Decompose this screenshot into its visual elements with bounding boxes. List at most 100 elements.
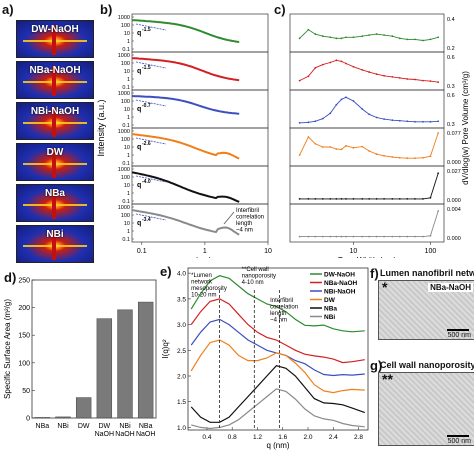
- y-tick-label: 1: [127, 77, 130, 83]
- x-tick-label: 10: [350, 248, 358, 255]
- bar: [96, 318, 113, 419]
- data-point: [298, 121, 301, 124]
- beamstop: [52, 107, 56, 137]
- data-point: [406, 157, 409, 160]
- data-point: [314, 33, 317, 35]
- series-line: [190, 275, 365, 333]
- beamstop: [52, 25, 56, 55]
- slope-label: q: [137, 68, 141, 75]
- data-point: [368, 71, 371, 73]
- slope-label: q: [137, 106, 141, 113]
- data-point: [352, 146, 355, 149]
- y-tick-label: 100: [121, 23, 130, 29]
- micrograph-f-title: Lumen nanofibril network: [380, 268, 474, 278]
- subplot-frame: [289, 203, 445, 243]
- data-point: [422, 235, 424, 238]
- micrograph-f: * NBa-NaOH 500 nm: [378, 279, 474, 340]
- plot-frame: [187, 267, 369, 431]
- micrograph-f-tag: NBa-NaOH: [428, 283, 473, 292]
- x-tick-label: NaOH: [95, 431, 114, 438]
- data-point: [391, 75, 394, 78]
- bar: [137, 301, 154, 419]
- annotation-text: Interfibril correlation length ~4 nm: [270, 298, 298, 324]
- x-tick-label: 2.0: [303, 434, 312, 441]
- data-point: [398, 156, 401, 159]
- series-line: [299, 59, 439, 83]
- data-point: [329, 112, 332, 115]
- series-line: [131, 133, 240, 160]
- slope-guide: [135, 175, 167, 183]
- data-point: [307, 75, 310, 78]
- series-line: [190, 318, 365, 377]
- beamstop: [52, 230, 56, 260]
- data-point: [307, 121, 310, 124]
- right-tick-label: 0.004: [447, 207, 461, 213]
- data-point: [391, 35, 394, 38]
- x-tick-label: NBa: [139, 423, 153, 430]
- y-tick-label: 200: [18, 305, 30, 312]
- x-axis-label: q (nm): [188, 256, 211, 258]
- slope-exponent: -1.5: [142, 65, 151, 71]
- data-point: [345, 96, 347, 99]
- x-tick-label: NaOH: [136, 431, 155, 438]
- slope-exponent: -4.0: [142, 179, 151, 185]
- data-point: [307, 235, 310, 238]
- data-point: [406, 120, 409, 123]
- y-tick-label: 2.0: [177, 374, 186, 381]
- data-point: [352, 100, 355, 102]
- data-point: [345, 36, 347, 39]
- subplot-frame: [131, 13, 269, 53]
- data-point: [307, 197, 310, 200]
- x-tick-label: 0.1: [137, 248, 147, 255]
- right-tick-label: 0.000: [447, 236, 461, 242]
- data-point: [422, 120, 424, 123]
- data-point: [314, 120, 317, 123]
- data-point: [335, 59, 338, 62]
- scale-bar-label: 500 nm: [447, 438, 471, 445]
- y-tick-label: 10: [124, 145, 130, 151]
- y-tick-label: 2.5: [177, 348, 186, 355]
- data-point: [298, 154, 301, 156]
- data-point: [361, 69, 364, 71]
- x-tick-label: 100: [425, 248, 437, 255]
- slope-exponent: -1.5: [142, 27, 151, 33]
- kratky-plot-chart: 0.4 0.8 1.2 1.6 2.0 2.4 2.8 1.0 1.5 2.0 2.5 3.0 3.5 4…: [161, 267, 369, 450]
- y-tick-label: 1.5: [177, 399, 186, 406]
- series-line: [299, 29, 439, 41]
- data-point: [406, 235, 409, 238]
- bar: [55, 416, 71, 419]
- data-point: [345, 62, 347, 65]
- y-tick-label: 100: [121, 213, 130, 219]
- data-point: [414, 38, 416, 41]
- bar: [34, 417, 51, 419]
- data-point: [329, 36, 332, 39]
- data-point: [361, 197, 364, 200]
- saxs-image: DW-NaOH: [16, 20, 94, 58]
- x-tick-label: DW: [78, 423, 90, 430]
- y-tick-label: 0.1: [122, 123, 130, 129]
- data-point: [414, 197, 416, 200]
- series-line: [131, 209, 240, 236]
- scale-bar: [447, 435, 469, 437]
- data-point: [398, 119, 401, 122]
- data-point: [340, 148, 343, 151]
- data-point: [335, 235, 338, 238]
- y-tick-label: 1: [127, 153, 130, 159]
- y-tick-label: 1000: [118, 167, 130, 173]
- y-tick-label: 0.1: [122, 161, 130, 167]
- legend-label: DW: [324, 297, 336, 304]
- y-tick-label: 100: [18, 360, 30, 367]
- x-tick-label: NaOH: [115, 431, 134, 438]
- legend-label: NBi: [324, 314, 335, 321]
- y-tick-label: 100: [121, 137, 130, 143]
- y-tick-label: 1: [127, 115, 130, 121]
- x-tick-label: 2.8: [354, 434, 363, 441]
- x-tick-label: NBa: [36, 423, 50, 430]
- y-tick-label: 250: [18, 278, 30, 285]
- panel-c-label: c): [274, 2, 286, 17]
- data-point: [321, 35, 324, 38]
- saxs-image-label: NBi: [46, 229, 64, 240]
- y-tick-label: 3.0: [177, 322, 186, 329]
- data-point: [414, 157, 416, 160]
- beamstop: [52, 66, 56, 96]
